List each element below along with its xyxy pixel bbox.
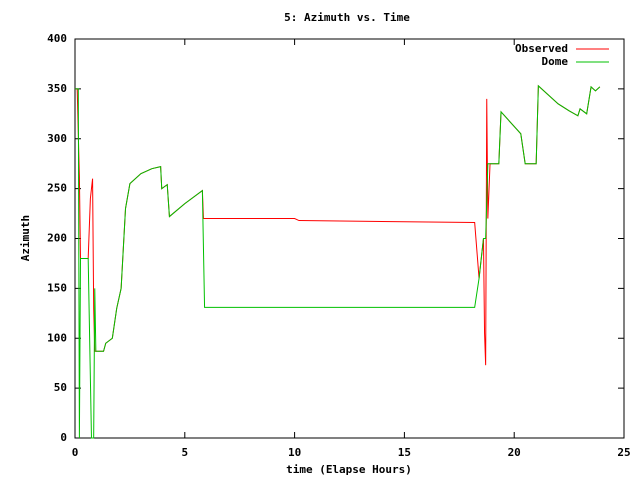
x-tick-label: 20 (508, 446, 521, 459)
y-tick-label: 50 (54, 381, 67, 394)
data-line (75, 84, 601, 439)
x-tick-label: 0 (72, 446, 79, 459)
x-tick-label: 10 (288, 446, 301, 459)
y-tick-label: 300 (47, 132, 67, 145)
y-tick-label: 350 (47, 82, 67, 95)
y-tick-label: 150 (47, 281, 67, 294)
x-tick-label: 25 (617, 446, 630, 459)
y-tick-label: 200 (47, 232, 67, 245)
plot-border (74, 38, 625, 439)
chart-title: 5: Azimuth vs. Time (284, 11, 410, 24)
x-axis-label: time (Elapse Hours) (286, 463, 412, 476)
y-axis-label: Azimuth (19, 215, 32, 261)
y-tick-label: 0 (60, 431, 67, 444)
x-tick-label: 15 (398, 446, 411, 459)
x-tick-label: 5 (181, 446, 188, 459)
data-line (75, 84, 601, 366)
y-tick-label: 250 (47, 182, 67, 195)
y-tick-label: 100 (47, 331, 67, 344)
legend-label: Dome (542, 55, 569, 68)
legend-label: Observed (515, 42, 568, 55)
y-tick-label: 400 (47, 32, 67, 45)
